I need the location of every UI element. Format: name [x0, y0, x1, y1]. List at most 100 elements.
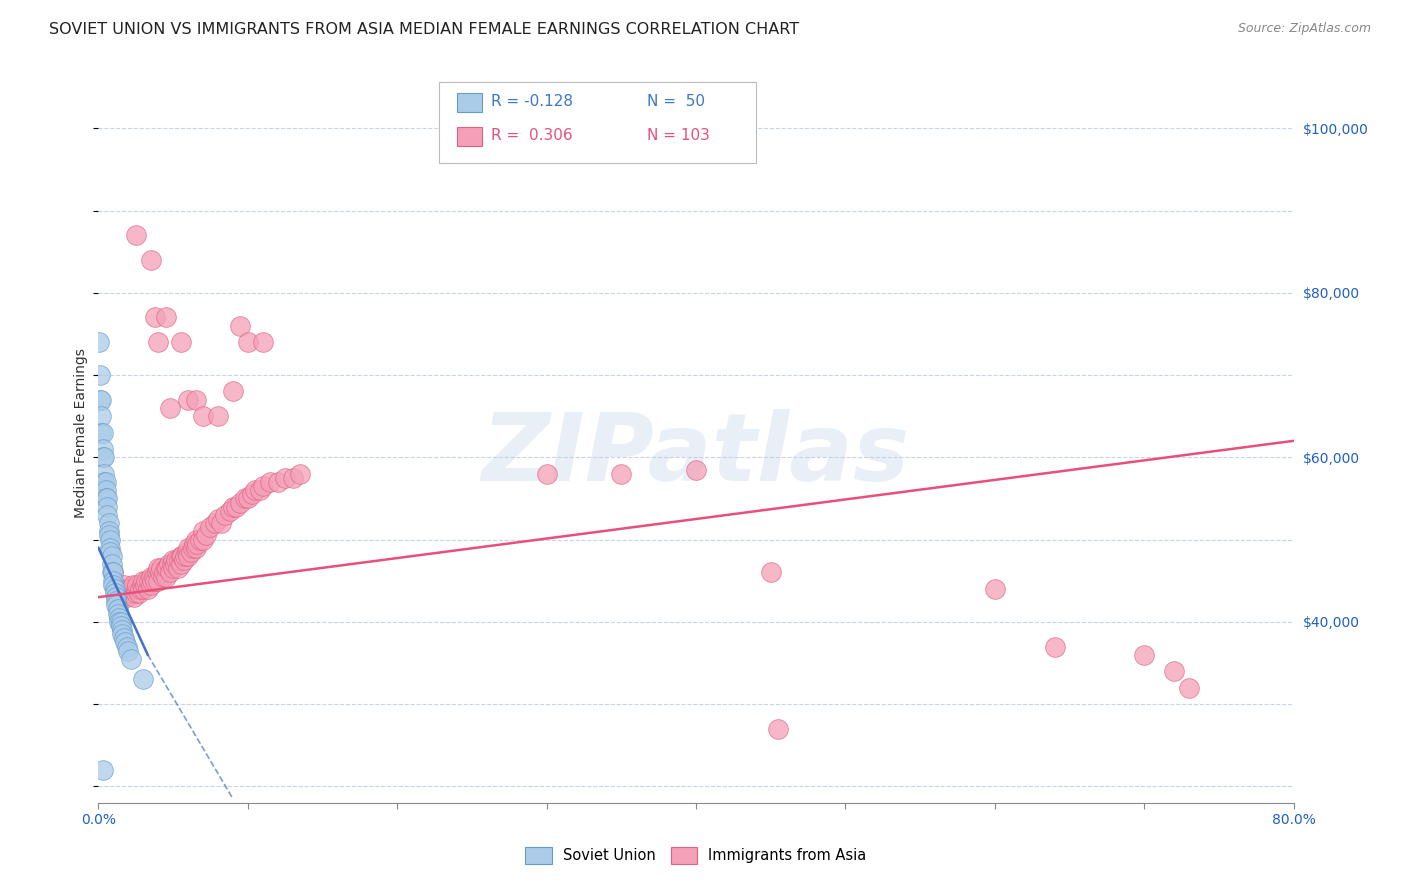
Point	[169, 549, 191, 563]
Point	[183, 537, 205, 551]
Point	[159, 401, 181, 415]
Point	[89, 392, 111, 407]
Point	[148, 335, 170, 350]
Text: Source: ZipAtlas.com: Source: ZipAtlas.com	[1237, 22, 1371, 36]
Point	[111, 623, 134, 637]
Point	[159, 566, 181, 580]
Point	[112, 632, 135, 646]
Point	[160, 558, 183, 572]
Point	[97, 516, 120, 530]
Point	[90, 425, 112, 440]
Point	[132, 673, 155, 687]
Point	[157, 558, 180, 572]
Point	[162, 561, 184, 575]
Point	[229, 318, 252, 333]
Point	[91, 425, 114, 440]
Point	[176, 545, 198, 559]
Point	[131, 578, 153, 592]
Point	[142, 569, 165, 583]
Point	[120, 652, 142, 666]
Legend: Soviet Union, Immigrants from Asia: Soviet Union, Immigrants from Asia	[519, 841, 873, 870]
Point	[105, 599, 128, 613]
Point	[132, 574, 155, 588]
Point	[165, 553, 187, 567]
Point	[155, 569, 177, 583]
Point	[89, 368, 111, 382]
Point	[93, 467, 115, 481]
Point	[129, 582, 152, 596]
Point	[209, 516, 232, 530]
Point	[96, 491, 118, 506]
Point	[229, 495, 252, 509]
Point	[103, 566, 125, 580]
Point	[685, 462, 707, 476]
Point	[200, 520, 222, 534]
Point	[127, 578, 149, 592]
Point	[148, 574, 170, 588]
Point	[155, 310, 177, 325]
Point	[163, 558, 186, 572]
Point	[150, 561, 173, 575]
Point	[135, 574, 157, 588]
Point	[97, 524, 120, 539]
Point	[1133, 648, 1156, 662]
Point	[90, 409, 112, 424]
Point	[536, 467, 558, 481]
Point	[245, 483, 267, 498]
Point	[134, 578, 156, 592]
Point	[143, 574, 166, 588]
Point	[110, 619, 132, 633]
Point	[610, 467, 633, 481]
Point	[148, 561, 170, 575]
Point	[149, 566, 172, 580]
Point	[103, 574, 125, 588]
Point	[236, 335, 259, 350]
Point	[288, 467, 311, 481]
Point	[177, 549, 200, 563]
Point	[98, 541, 122, 555]
Point	[222, 500, 245, 514]
Point	[90, 392, 112, 407]
Point	[118, 586, 141, 600]
Point	[107, 602, 129, 616]
Point	[96, 508, 118, 522]
Point	[105, 590, 128, 604]
Point	[207, 409, 229, 424]
Point	[153, 566, 176, 580]
Point	[249, 483, 271, 498]
Point	[104, 586, 127, 600]
Point	[155, 561, 177, 575]
Point	[1163, 664, 1185, 678]
Text: R =  0.306: R = 0.306	[491, 128, 572, 143]
Point	[233, 491, 256, 506]
Point	[186, 537, 208, 551]
Point	[115, 590, 138, 604]
Point	[145, 566, 167, 580]
Point	[281, 471, 304, 485]
Point	[181, 541, 204, 555]
Point	[115, 640, 138, 654]
Point	[93, 475, 115, 489]
Point	[111, 627, 134, 641]
Point	[105, 582, 128, 596]
Point	[184, 533, 207, 547]
Point	[184, 541, 207, 555]
Point	[214, 508, 236, 522]
Point	[191, 524, 214, 539]
Point	[124, 590, 146, 604]
Point	[984, 582, 1007, 596]
Point	[107, 590, 129, 604]
Point	[156, 561, 179, 575]
Point	[252, 335, 274, 350]
Point	[91, 450, 114, 465]
Point	[125, 228, 148, 243]
Point	[139, 569, 162, 583]
Point	[128, 586, 150, 600]
Point	[177, 541, 200, 555]
Point	[222, 384, 245, 399]
Point	[97, 528, 120, 542]
Point	[252, 479, 274, 493]
Point	[172, 549, 194, 563]
Point	[169, 335, 191, 350]
Point	[259, 475, 281, 489]
